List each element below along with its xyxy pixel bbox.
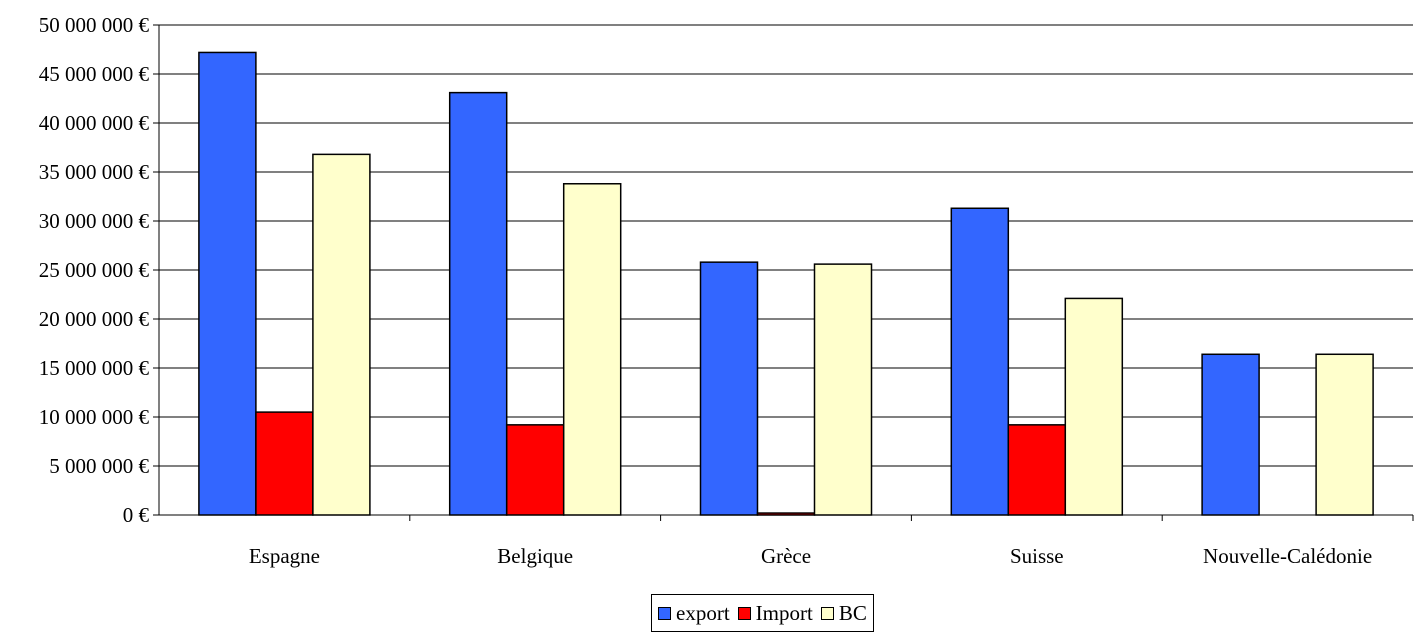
bar-chart: 0 € 5 000 000 € 10 000 000 € 15 000 000 € 20… (39, 13, 1414, 568)
legend: export Import BC (651, 594, 874, 632)
x-tick-label: Nouvelle-Calédonie (1203, 544, 1372, 568)
legend-swatch-import (737, 606, 751, 620)
legend-label-bc: BC (838, 600, 867, 625)
y-tick-label: 45 000 000 € (39, 62, 150, 86)
y-axis-ticks: 0 € 5 000 000 € 10 000 000 € 15 000 000 € 20… (39, 13, 159, 527)
legend-label-import: Import (755, 600, 813, 625)
y-tick-label: 30 000 000 € (39, 209, 150, 233)
y-tick-label: 35 000 000 € (39, 160, 150, 184)
y-tick-label: 50 000 000 € (39, 13, 150, 37)
y-tick-label: 5 000 000 € (49, 454, 149, 478)
y-tick-label: 0 € (123, 503, 150, 527)
bar-bc-4 (1315, 353, 1374, 516)
y-tick-label: 15 000 000 € (39, 356, 150, 380)
legend-item-export: export (658, 601, 730, 626)
legend-item-import: Import (737, 600, 813, 626)
bar-bc-1 (562, 183, 622, 516)
bar-import-0 (255, 411, 314, 516)
legend-label-export: export (676, 600, 730, 625)
bar-export-4 (1201, 353, 1260, 516)
x-tick-label: Grèce (761, 544, 811, 568)
bars (198, 51, 1374, 516)
x-tick-label: Suisse (1010, 544, 1064, 568)
bar-import-1 (505, 424, 565, 516)
bar-bc-3 (1064, 297, 1124, 516)
y-tick-label: 10 000 000 € (39, 405, 150, 429)
legend-item-bc: BC (820, 600, 867, 626)
x-tick-label: Espagne (249, 544, 320, 568)
bar-export-2 (699, 261, 759, 516)
legend-swatch-bc (820, 606, 834, 620)
bar-export-1 (448, 91, 508, 516)
x-tick-label: Belgique (497, 544, 573, 568)
bar-export-0 (198, 51, 257, 516)
legend-swatch-export (658, 606, 671, 620)
y-tick-label: 20 000 000 € (39, 307, 150, 331)
bar-bc-0 (312, 153, 371, 516)
y-tick-label: 25 000 000 € (39, 258, 150, 282)
y-tick-label: 40 000 000 € (39, 111, 150, 135)
x-axis-ticks: Espagne Belgique Grèce Suisse Nouvelle-Caléd… (249, 515, 1414, 568)
bar-import-3 (1007, 424, 1067, 516)
bar-bc-2 (813, 263, 873, 516)
bar-export-3 (950, 207, 1010, 516)
